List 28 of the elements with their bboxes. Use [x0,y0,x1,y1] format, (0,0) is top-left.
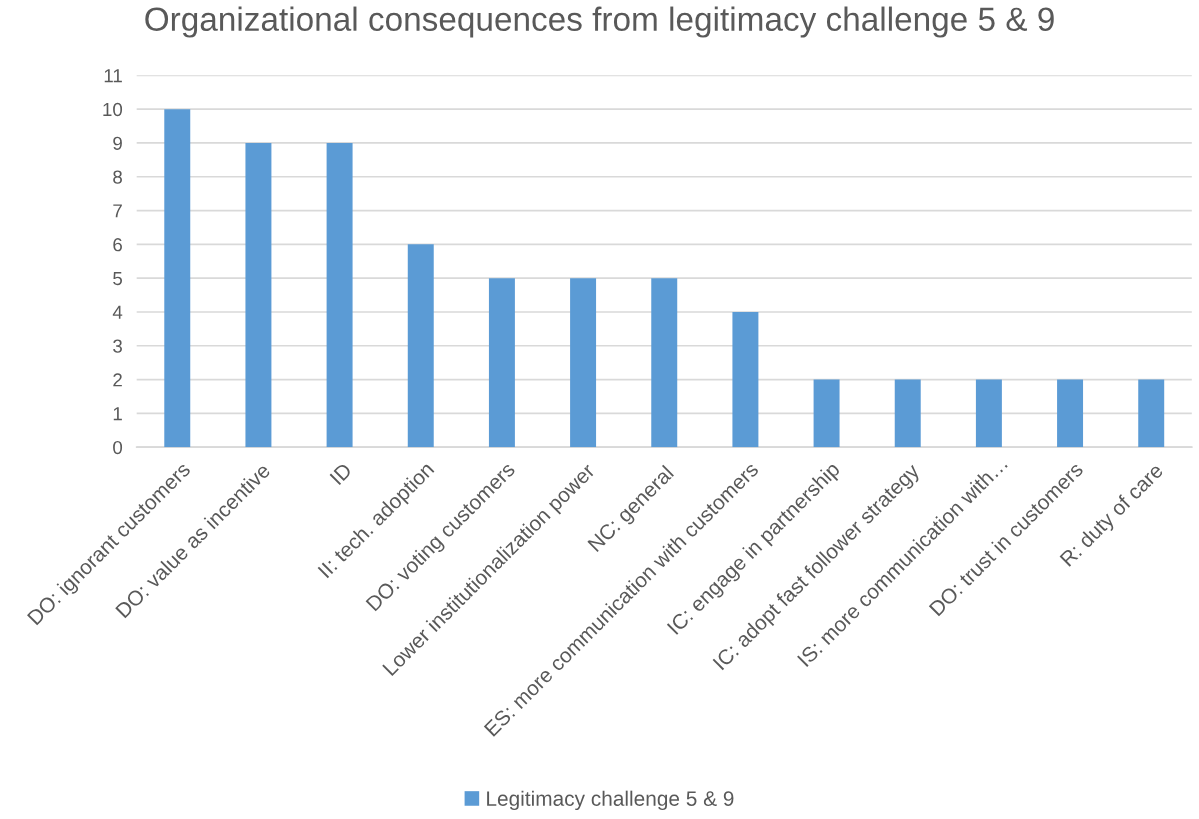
y-tick-label: 2 [113,373,122,387]
y-tick-label: 1 [113,407,122,421]
bar [1138,379,1165,448]
y-tick-label: 8 [113,170,122,184]
y-tick-label: 6 [113,238,122,252]
y-tick-label: 3 [113,339,122,353]
bar [813,379,840,448]
y-tick-label: 4 [112,305,123,319]
bar [975,379,1002,448]
y-tick-label: 0 [113,440,123,455]
bar [651,278,678,448]
bar [164,109,191,448]
bar [245,142,272,448]
y-tick-label: 5 [113,272,123,286]
bar [488,278,515,448]
y-tick-label: 7 [113,204,122,218]
bar [570,278,597,448]
y-tick-label: 11 [104,69,122,83]
chart-title: Organizational consequences from legitimacy challenge 5 & 9 [145,6,1054,38]
y-tick-label: 9 [113,136,122,150]
bar [894,379,921,448]
x-tick-label: ID [329,462,353,486]
bar [407,244,434,448]
bar [326,142,353,448]
legend-label: Legitimacy challenge 5 & 9 [487,790,734,811]
bar [1057,379,1084,448]
bar [732,311,759,448]
y-tick-label: 10 [103,102,123,117]
